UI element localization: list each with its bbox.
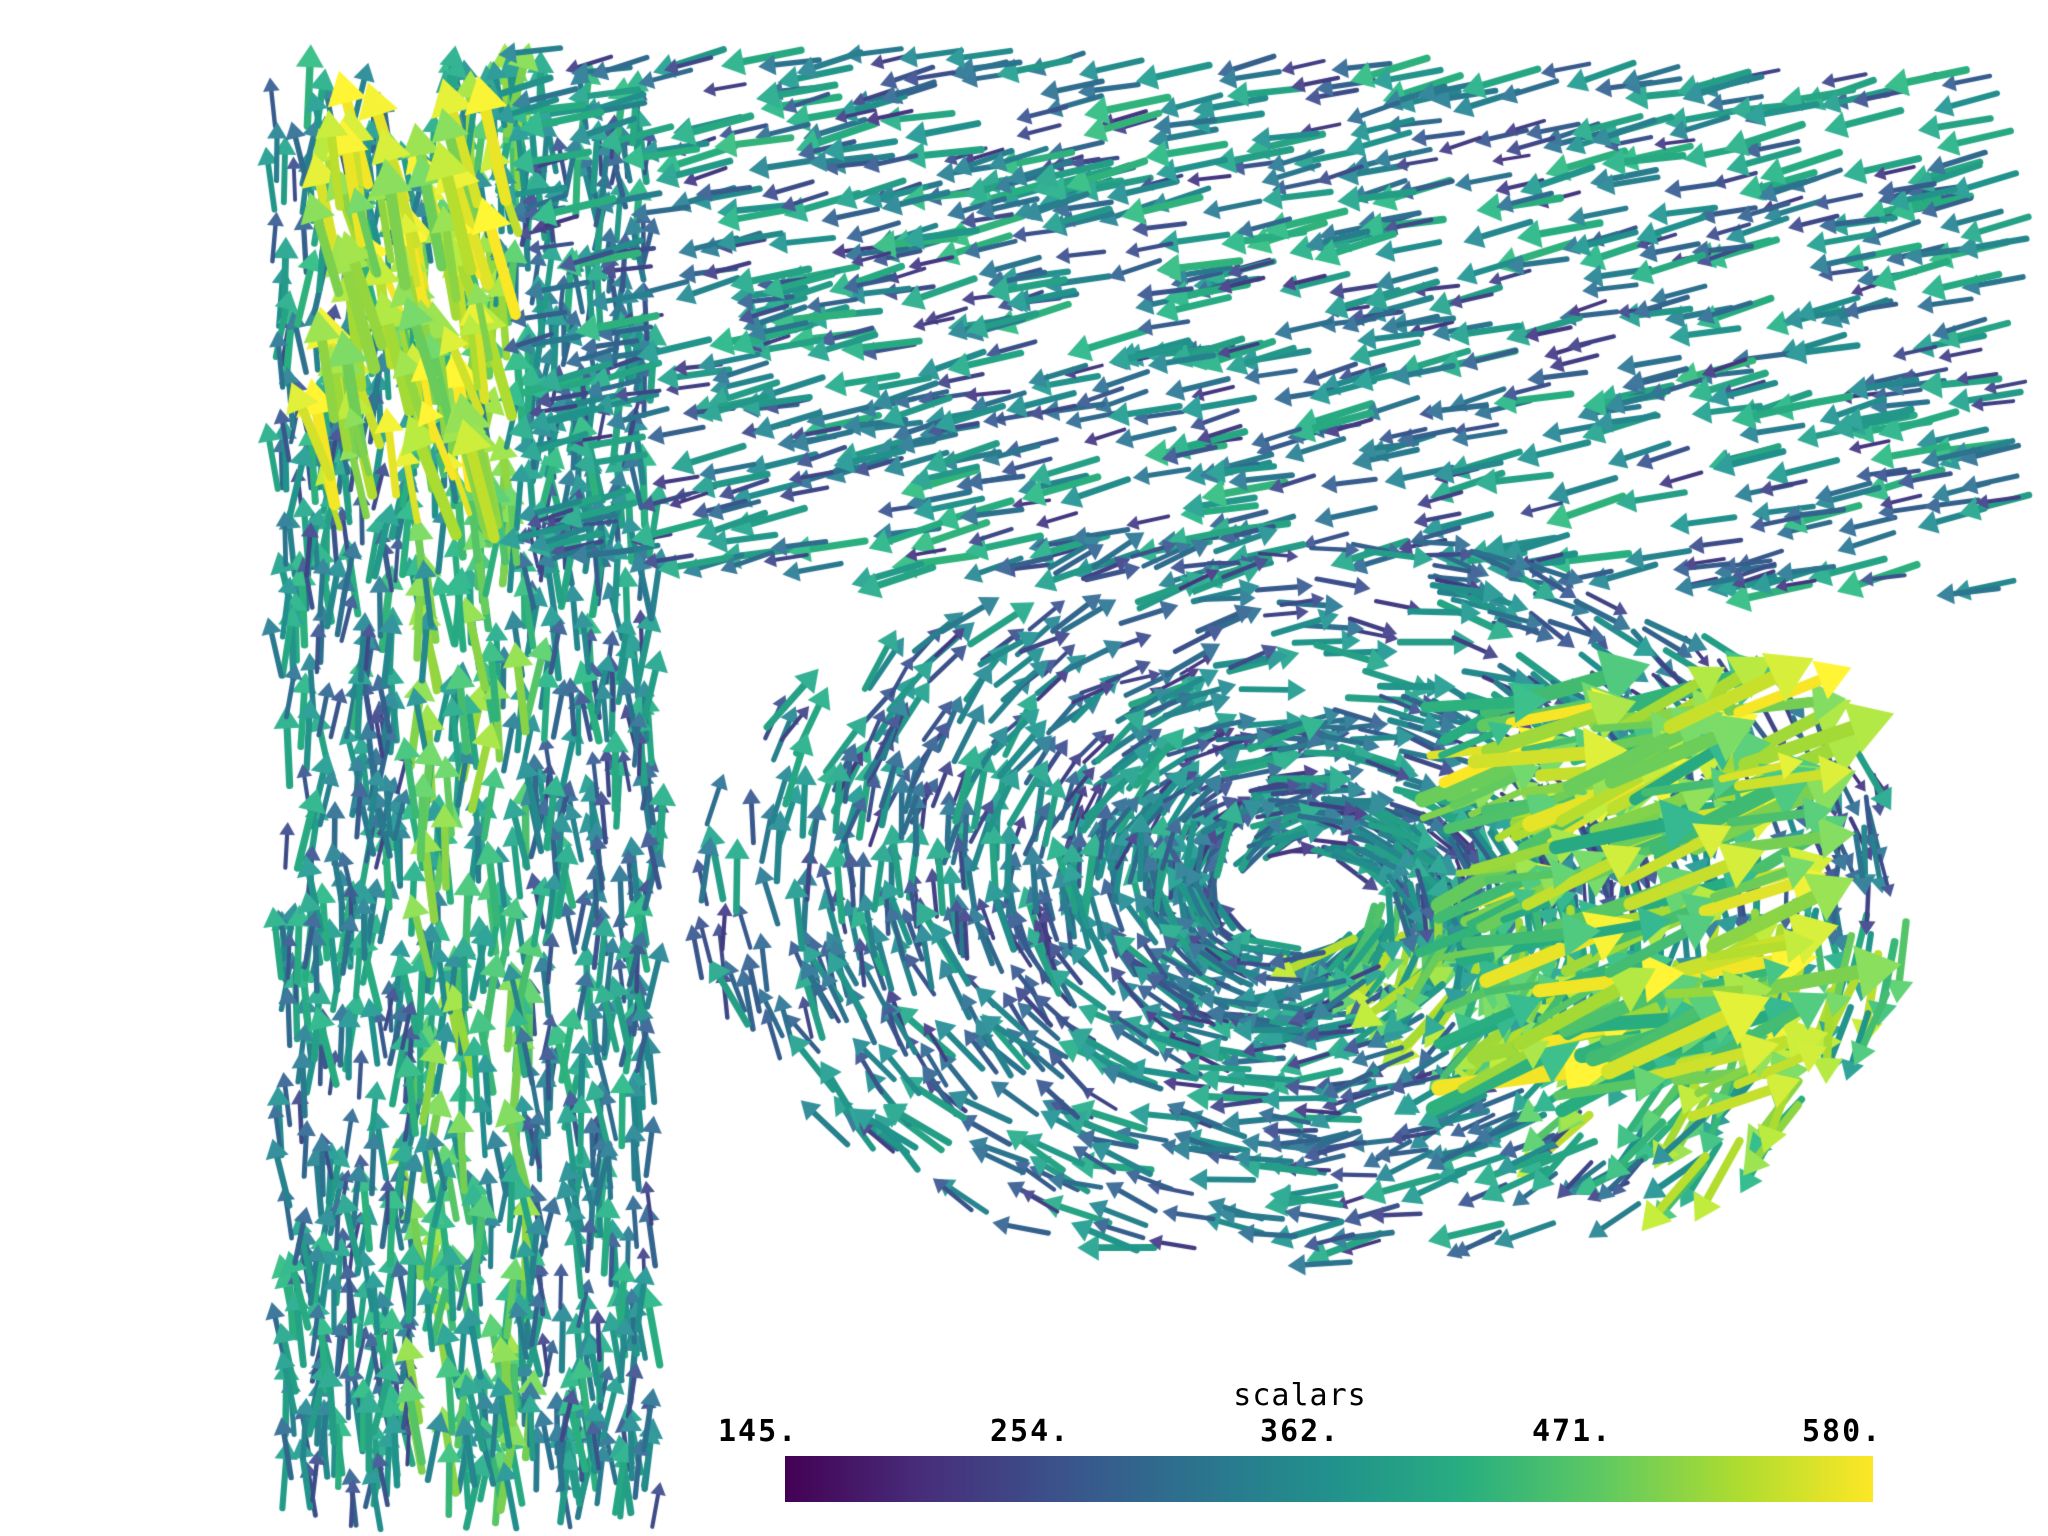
scalar-bar-title: scalars (1233, 1378, 1367, 1413)
scalar-bar-tick: 471. (1532, 1414, 1613, 1449)
scalar-bar-tick: 580. (1802, 1414, 1883, 1449)
scalar-bar-tick: 254. (990, 1414, 1071, 1449)
scalar-bar-tick: 362. (1260, 1414, 1341, 1449)
scalar-bar-gradient (785, 1456, 1873, 1502)
scalar-bar: scalars 145. 254. 362. 471. 580. (700, 1378, 1900, 1528)
scalar-bar-tick: 145. (718, 1414, 799, 1449)
